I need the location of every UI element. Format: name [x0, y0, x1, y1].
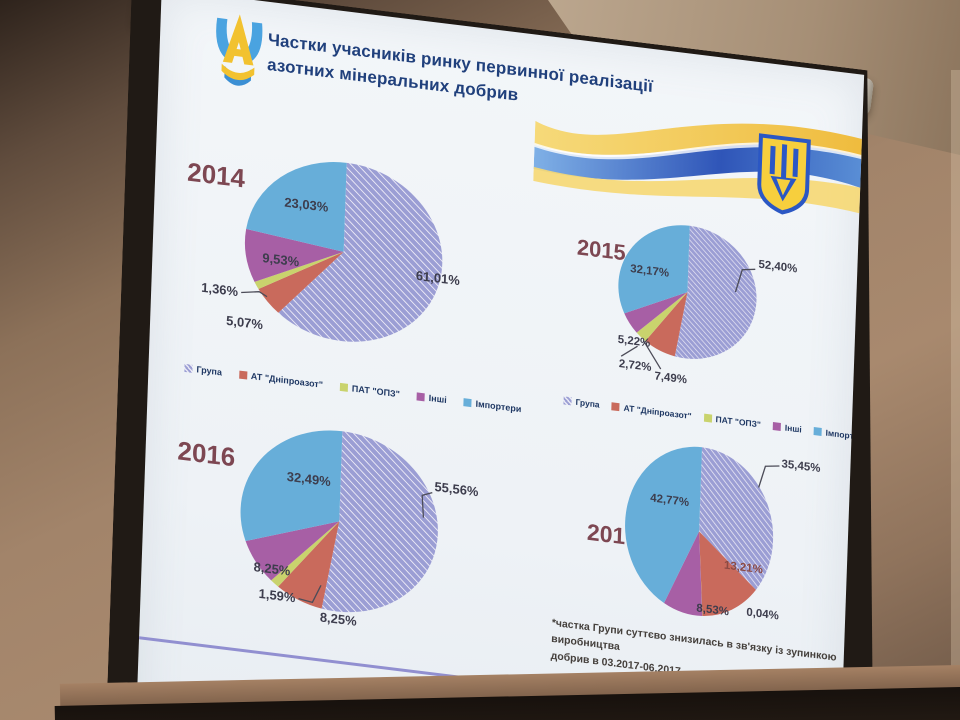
chart-2017: 2017* 35,45% 13,21% 0,04% 8,53% 42,77% *…	[547, 419, 864, 720]
pie-percent-label: 1,36%	[201, 279, 239, 300]
pie-slice-2016-4	[240, 419, 343, 552]
pie-slice-2017-3	[664, 527, 705, 616]
legend-item: Імпортери	[463, 397, 521, 414]
legend-swatch-opz	[704, 414, 712, 423]
pie-slice-2014-3	[244, 229, 344, 293]
chart-2014-year-label: 2014	[186, 156, 246, 194]
pie-percent-label: 55,56%	[434, 478, 479, 500]
amcu-logo-icon	[208, 7, 269, 96]
pie-chart-2016	[236, 418, 442, 624]
projector-screen: Частки учасників ринку первинної реаліза…	[104, 0, 960, 720]
pie-percent-label: 2,72%	[618, 357, 652, 374]
presentation-slide: Частки учасників ринку первинної реаліза…	[135, 0, 864, 720]
legend-swatch-dniproazot	[239, 371, 247, 380]
pie-percent-label: 52,40%	[758, 258, 798, 276]
pie-slice-2016-3	[244, 510, 339, 588]
pie-chart-2014	[241, 150, 447, 354]
legend-swatch-grupa	[563, 396, 571, 405]
legend-item: АТ "Дніпроазот"	[239, 370, 323, 390]
legend-item: Група	[184, 363, 222, 378]
chart-2016-year-label: 2016	[177, 435, 236, 473]
pie-slice-2016-2	[271, 513, 339, 594]
legend-swatch-grupa	[184, 364, 192, 373]
pie-slice-2017-0	[697, 447, 776, 592]
legend-item: АТ "Дніпроазот"	[611, 401, 691, 421]
pie-slice-2015-4	[617, 217, 689, 321]
pie-chart-2015	[615, 217, 759, 368]
pie-slice-2015-1	[645, 287, 687, 357]
ukraine-trident-emblem	[754, 132, 813, 219]
legend-swatch-inshi	[417, 392, 425, 401]
legend-swatch-importery	[463, 398, 471, 407]
pie-slice-2014-1	[258, 242, 344, 321]
pie-slice-2014-4	[246, 151, 347, 252]
legend-swatch-dniproazot	[611, 402, 619, 411]
legend-swatch-inshi	[773, 422, 781, 431]
pie-slice-2015-3	[624, 284, 688, 338]
legend-item: Інші	[773, 421, 802, 435]
chart-2016: 2016 55,56% 8,25% 1,59% 8,25% 32,49%	[169, 387, 517, 688]
legend-swatch-importery	[814, 427, 822, 436]
pie-slice-2015-2	[636, 286, 687, 346]
legend-item: ПАТ "ОПЗ"	[703, 413, 761, 430]
legend-item: Інші	[417, 391, 447, 405]
pie-slice-2017-1	[696, 531, 758, 622]
pie-slice-2015-0	[675, 225, 759, 367]
pie-slice-2016-0	[322, 430, 441, 624]
pie-percent-label: 5,07%	[225, 312, 264, 333]
legend-item: Імпортери	[813, 426, 864, 443]
legend-item: Група	[563, 395, 599, 409]
wall-corner-strip	[951, 70, 960, 720]
pie-percent-label: 8,25%	[319, 609, 357, 629]
pie-percent-label: 7,49%	[654, 370, 688, 387]
pie-slice-2014-0	[278, 155, 446, 353]
pie-percent-label: 35,45%	[781, 458, 821, 475]
chart-2014: 2014 61,01% 5,07% 1,36% 9,53% 23,03% Гру…	[178, 112, 517, 432]
legend-swatch-opz	[340, 383, 348, 392]
legend-item: ПАТ "ОПЗ"	[340, 382, 400, 399]
pie-chart-2017	[621, 437, 776, 625]
pie-slice-2017-4	[622, 438, 702, 607]
pie-slice-2014-2	[254, 241, 343, 299]
pie-slice-2016-1	[278, 514, 340, 610]
